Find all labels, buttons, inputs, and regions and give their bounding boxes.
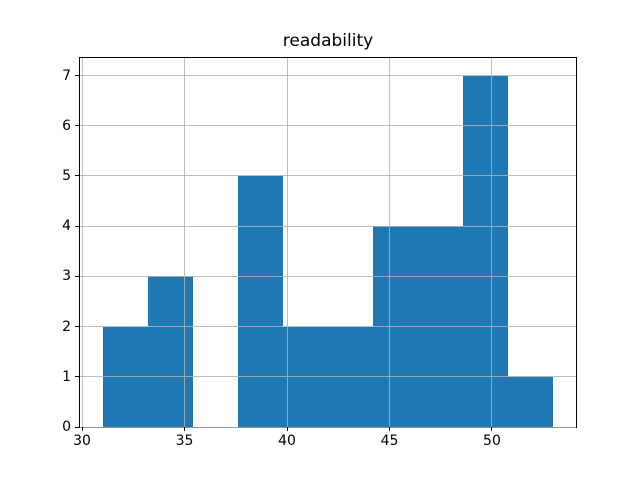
y-tick-label: 1 — [62, 368, 71, 385]
x-tick-mark — [491, 427, 493, 431]
grid-layer — [80, 58, 576, 428]
y-tick-mark — [75, 75, 79, 77]
gridline-horizontal — [80, 376, 576, 378]
gridline-vertical — [286, 58, 288, 427]
gridline-vertical — [184, 58, 186, 427]
histogram-bar — [463, 75, 509, 427]
y-tick-label: 5 — [62, 167, 71, 184]
y-tick-label: 6 — [62, 117, 71, 134]
y-tick-mark — [75, 225, 79, 227]
y-tick-mark — [75, 376, 79, 378]
y-tick-label: 3 — [62, 268, 71, 285]
histogram-bar — [508, 376, 554, 427]
x-tick-label: 45 — [380, 433, 399, 449]
y-tick-label: 4 — [62, 218, 71, 235]
gridline-horizontal — [80, 225, 576, 227]
chart-title: readability — [282, 31, 374, 51]
y-tick-mark — [75, 275, 79, 277]
x-tick-label: 30 — [73, 433, 91, 449]
gridline-vertical — [388, 58, 390, 427]
x-tick-mark — [388, 427, 390, 431]
y-tick-mark — [75, 326, 79, 328]
gridline-vertical — [81, 58, 83, 427]
x-tick-mark — [286, 427, 288, 431]
y-tick-label: 7 — [62, 67, 71, 84]
x-tick-label: 35 — [175, 433, 194, 449]
y-tick-mark — [75, 175, 79, 177]
histogram-bar — [147, 276, 193, 427]
y-tick-mark — [75, 426, 79, 428]
gridline-horizontal — [80, 275, 576, 277]
gridline-horizontal — [80, 175, 576, 177]
x-tick-label: 50 — [483, 433, 501, 449]
gridline-horizontal — [80, 125, 576, 127]
y-tick-mark — [75, 125, 79, 127]
x-tick-mark — [81, 427, 83, 431]
plot-area — [79, 57, 577, 428]
x-tick-mark — [184, 427, 186, 431]
histogram-bar — [237, 175, 283, 427]
gridline-horizontal — [80, 75, 576, 77]
x-tick-label: 40 — [278, 433, 296, 449]
y-tick-label: 2 — [62, 318, 71, 335]
gridline-horizontal — [80, 426, 576, 428]
gridline-horizontal — [80, 326, 576, 328]
gridline-vertical — [491, 58, 493, 427]
y-tick-label: 0 — [62, 419, 71, 435]
